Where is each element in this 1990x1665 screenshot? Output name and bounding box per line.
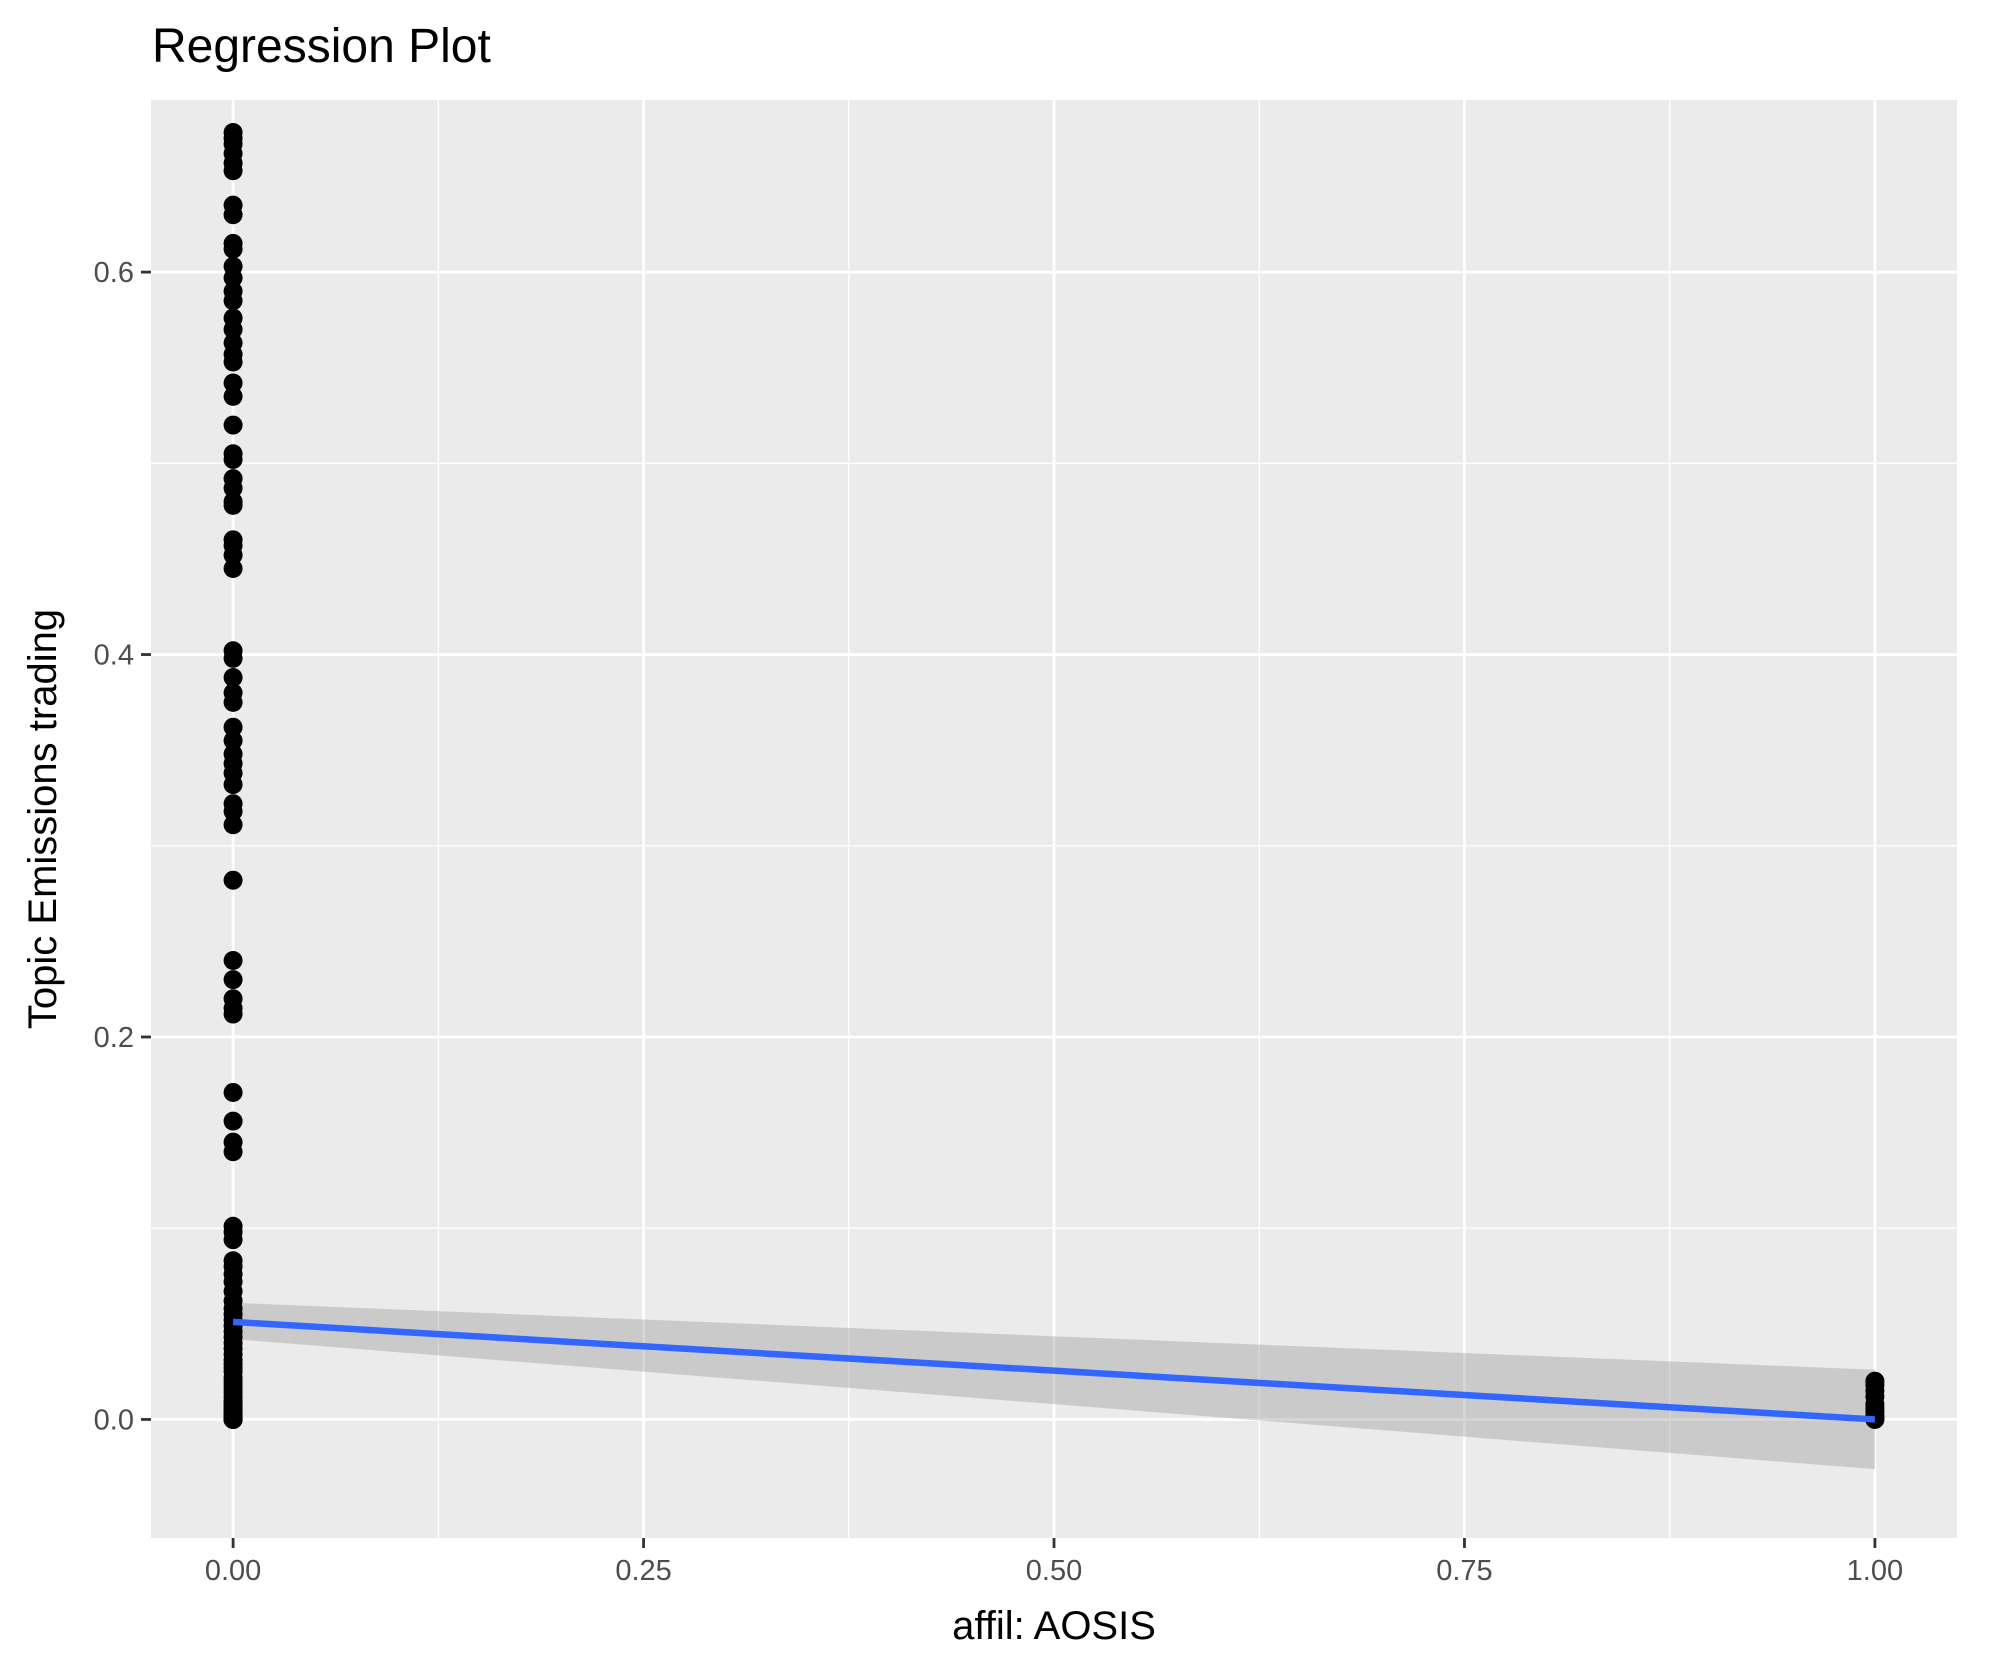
x-tick-label: 0.25 (615, 1555, 671, 1587)
data-points (223, 123, 1885, 1429)
data-point (223, 291, 243, 311)
y-tick-label: 0.4 (94, 640, 134, 672)
data-point (223, 386, 243, 406)
data-point (223, 1004, 243, 1024)
y-tick-label: 0.0 (94, 1404, 134, 1436)
data-point (223, 1142, 243, 1162)
data-point (223, 717, 243, 737)
y-axis: 0.0 0.2 0.4 0.6 (94, 257, 151, 1436)
data-point (223, 970, 243, 990)
data-point (223, 450, 243, 469)
data-point (223, 870, 243, 890)
data-point (223, 415, 243, 435)
data-point (223, 545, 243, 565)
chart-title: Regression Plot (152, 20, 491, 73)
data-point (223, 352, 243, 372)
x-axis: 0.00 0.25 0.50 0.75 1.00 (205, 1538, 1903, 1587)
x-tick-label: 0.75 (1436, 1555, 1492, 1587)
data-point (223, 648, 243, 668)
data-point (223, 495, 243, 515)
data-point (223, 1409, 243, 1429)
data-point (223, 692, 243, 712)
y-tick-label: 0.6 (94, 257, 134, 289)
data-point (223, 373, 243, 393)
data-point (223, 268, 243, 288)
data-point (223, 667, 243, 687)
x-tick-label: 0.50 (1026, 1555, 1082, 1587)
data-point (223, 731, 243, 751)
data-point (223, 775, 243, 795)
data-point (223, 239, 243, 259)
x-axis-label: affil: AOSIS (952, 1604, 1156, 1648)
regression-line-layer (232, 1318, 1876, 1423)
y-tick-label: 0.2 (94, 1022, 134, 1054)
data-point (223, 801, 243, 821)
data-point (223, 205, 243, 225)
data-point (223, 815, 243, 835)
data-point (223, 558, 243, 578)
data-point (223, 1111, 243, 1131)
data-point (223, 1230, 243, 1250)
x-tick-label: 0.00 (205, 1555, 261, 1587)
data-point (223, 319, 243, 339)
y-axis-label: Topic Emissions trading (21, 609, 65, 1029)
data-point (223, 951, 243, 971)
regression-line (232, 1318, 1876, 1423)
x-tick-label: 1.00 (1847, 1555, 1903, 1587)
data-point (223, 1082, 243, 1102)
data-point (223, 478, 243, 498)
data-point (223, 161, 243, 181)
